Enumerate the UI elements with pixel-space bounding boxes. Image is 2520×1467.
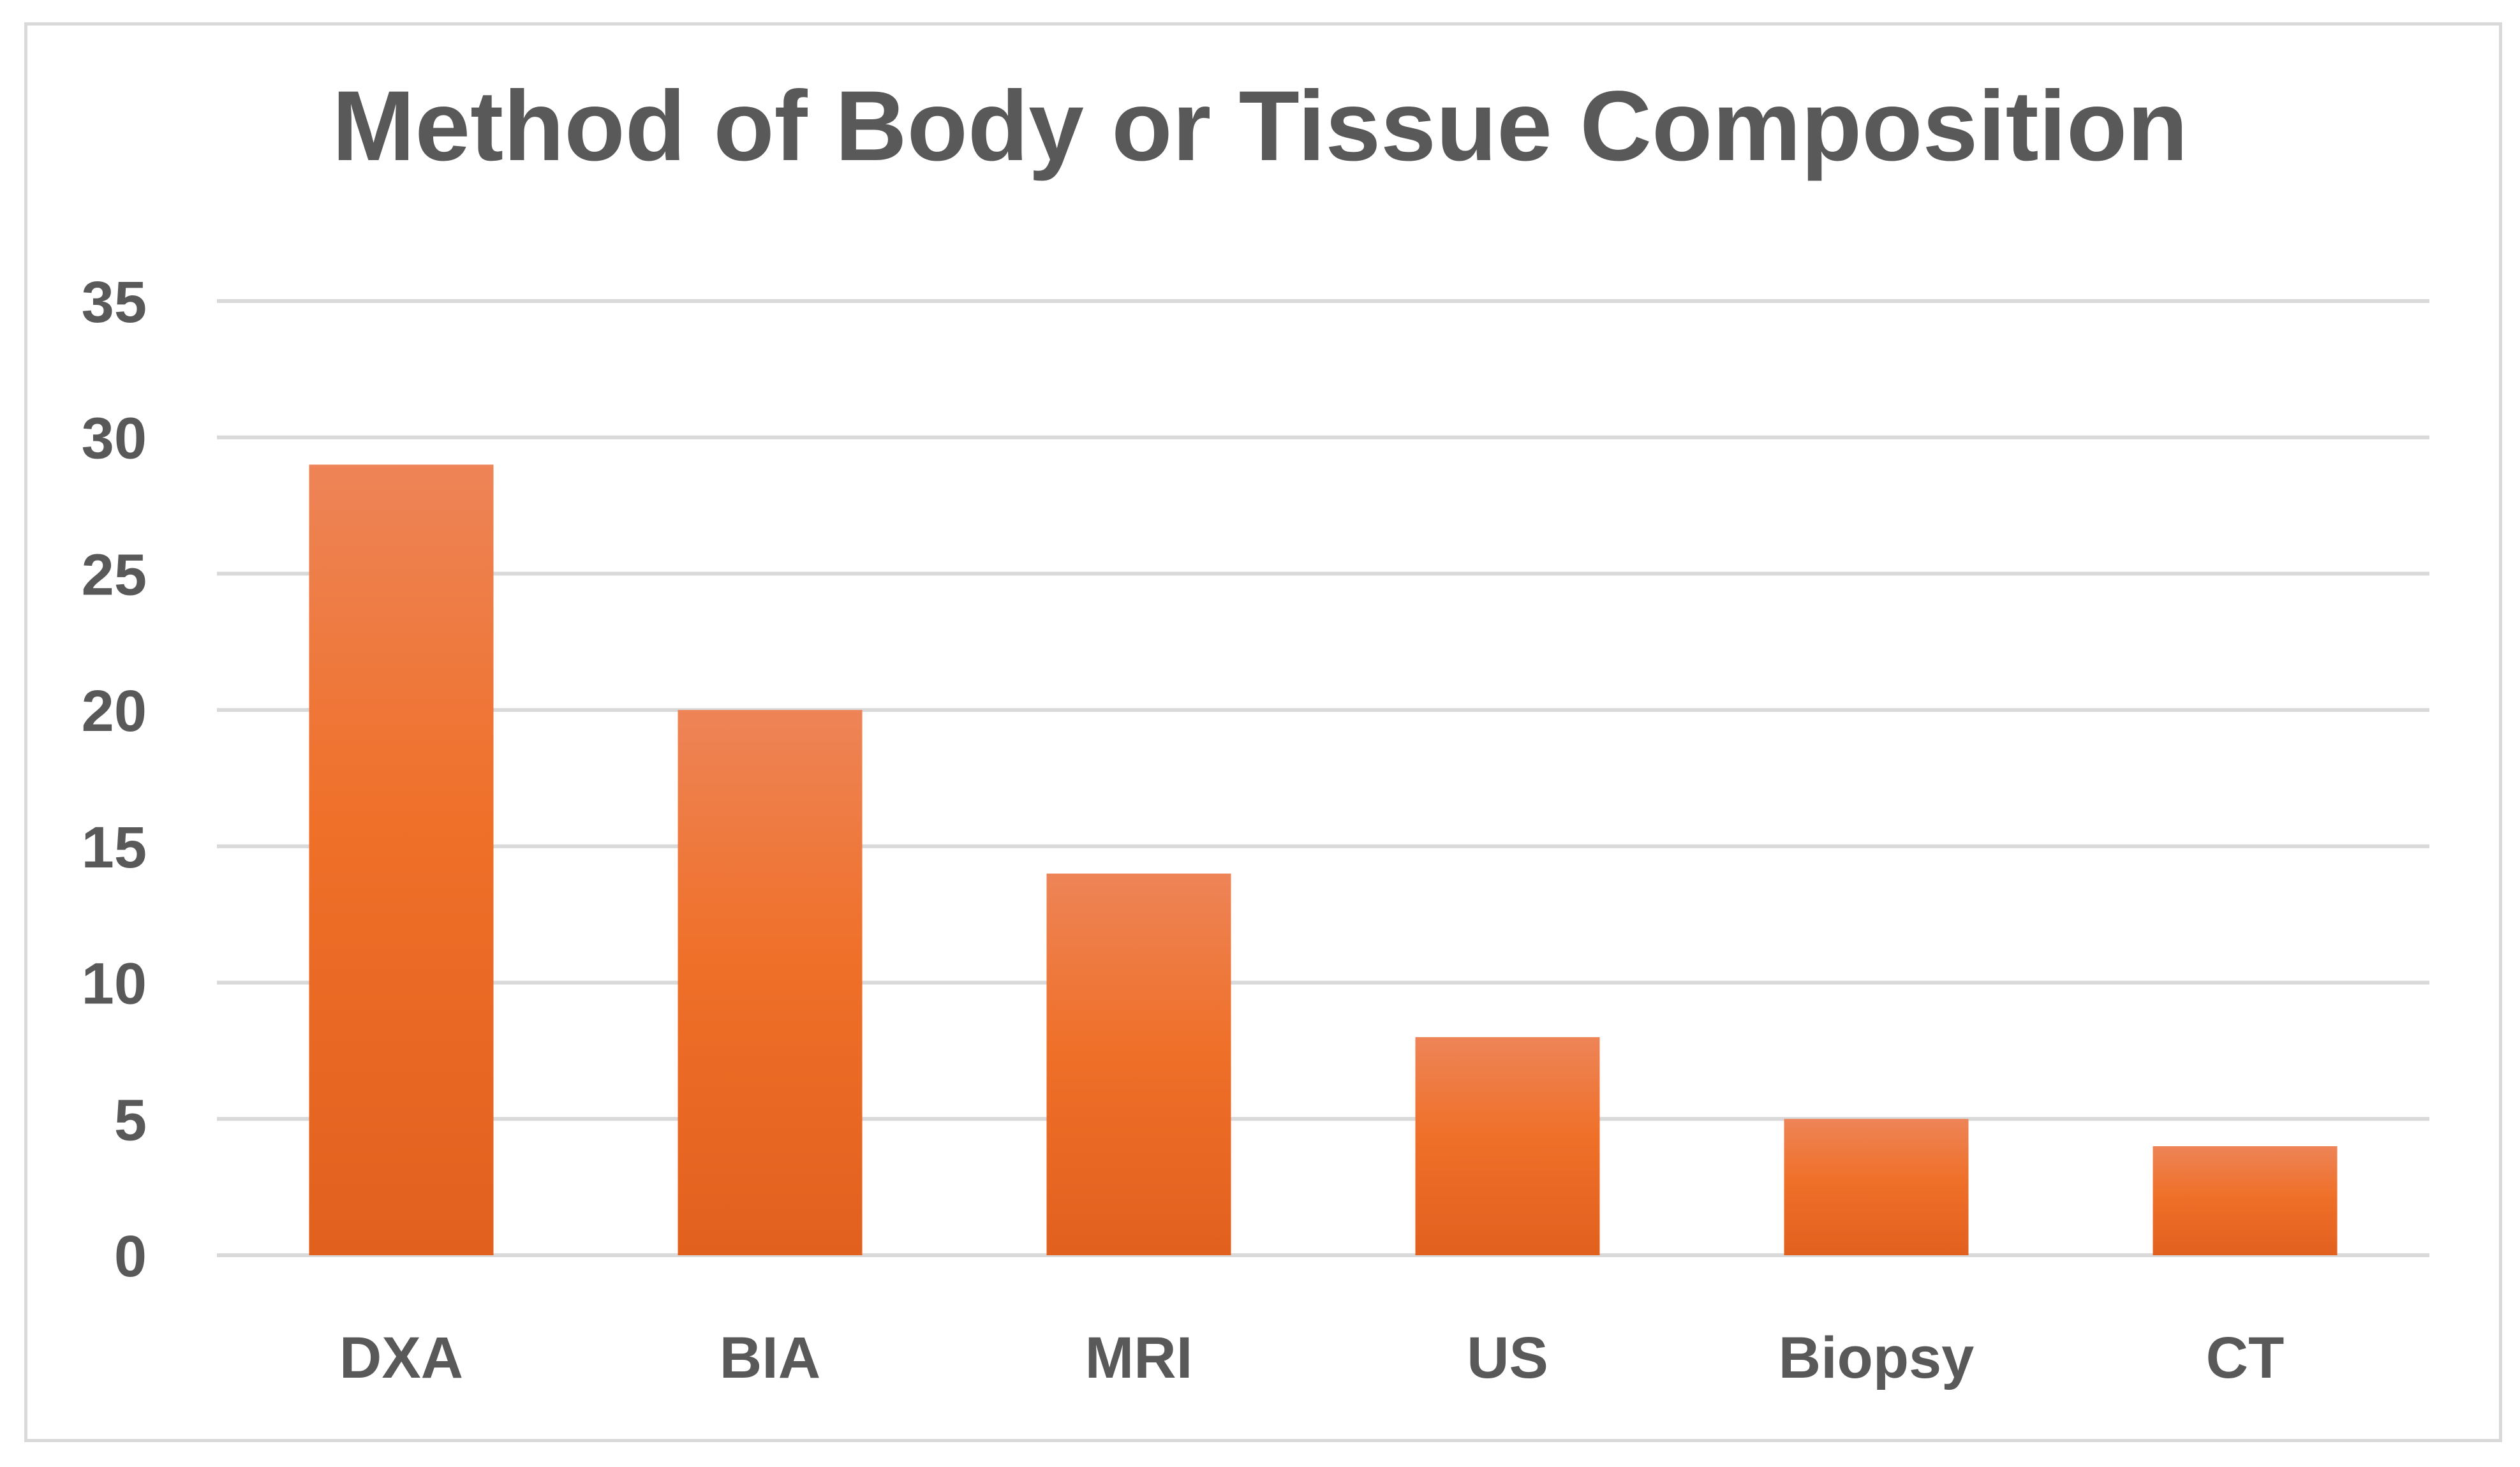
y-tick-label: 0: [114, 1224, 147, 1289]
x-tick-label: MRI: [1085, 1325, 1193, 1390]
bar-bia: [678, 710, 863, 1255]
y-tick-label: 30: [82, 406, 147, 471]
x-tick-label: Biopsy: [1779, 1325, 1975, 1390]
y-tick-label: 20: [82, 679, 147, 744]
bar-us: [1415, 1037, 1600, 1255]
y-tick-label: 10: [82, 952, 147, 1017]
y-tick-label: 5: [114, 1087, 147, 1153]
x-tick-label: DXA: [339, 1325, 463, 1390]
y-axis-ticks: 0 5 10 15 20 25 30 35: [82, 270, 147, 1289]
y-tick-label: 15: [82, 815, 147, 880]
y-tick-label: 25: [82, 542, 147, 607]
gridlines: [217, 299, 2429, 1257]
y-tick-label: 35: [82, 270, 147, 335]
x-tick-label: BIA: [720, 1325, 820, 1390]
bars: [309, 464, 2338, 1255]
x-axis-ticks: DXA BIA MRI US Biopsy CT: [339, 1325, 2284, 1390]
bar-dxa: [309, 464, 494, 1255]
bar-biopsy: [1784, 1119, 1969, 1255]
x-tick-label: US: [1467, 1325, 1548, 1390]
x-tick-label: CT: [2206, 1325, 2285, 1390]
bar-mri: [1046, 873, 1231, 1255]
chart-title: Method of Body or Tissue Composition: [332, 71, 2188, 182]
bar-ct: [2153, 1146, 2338, 1255]
